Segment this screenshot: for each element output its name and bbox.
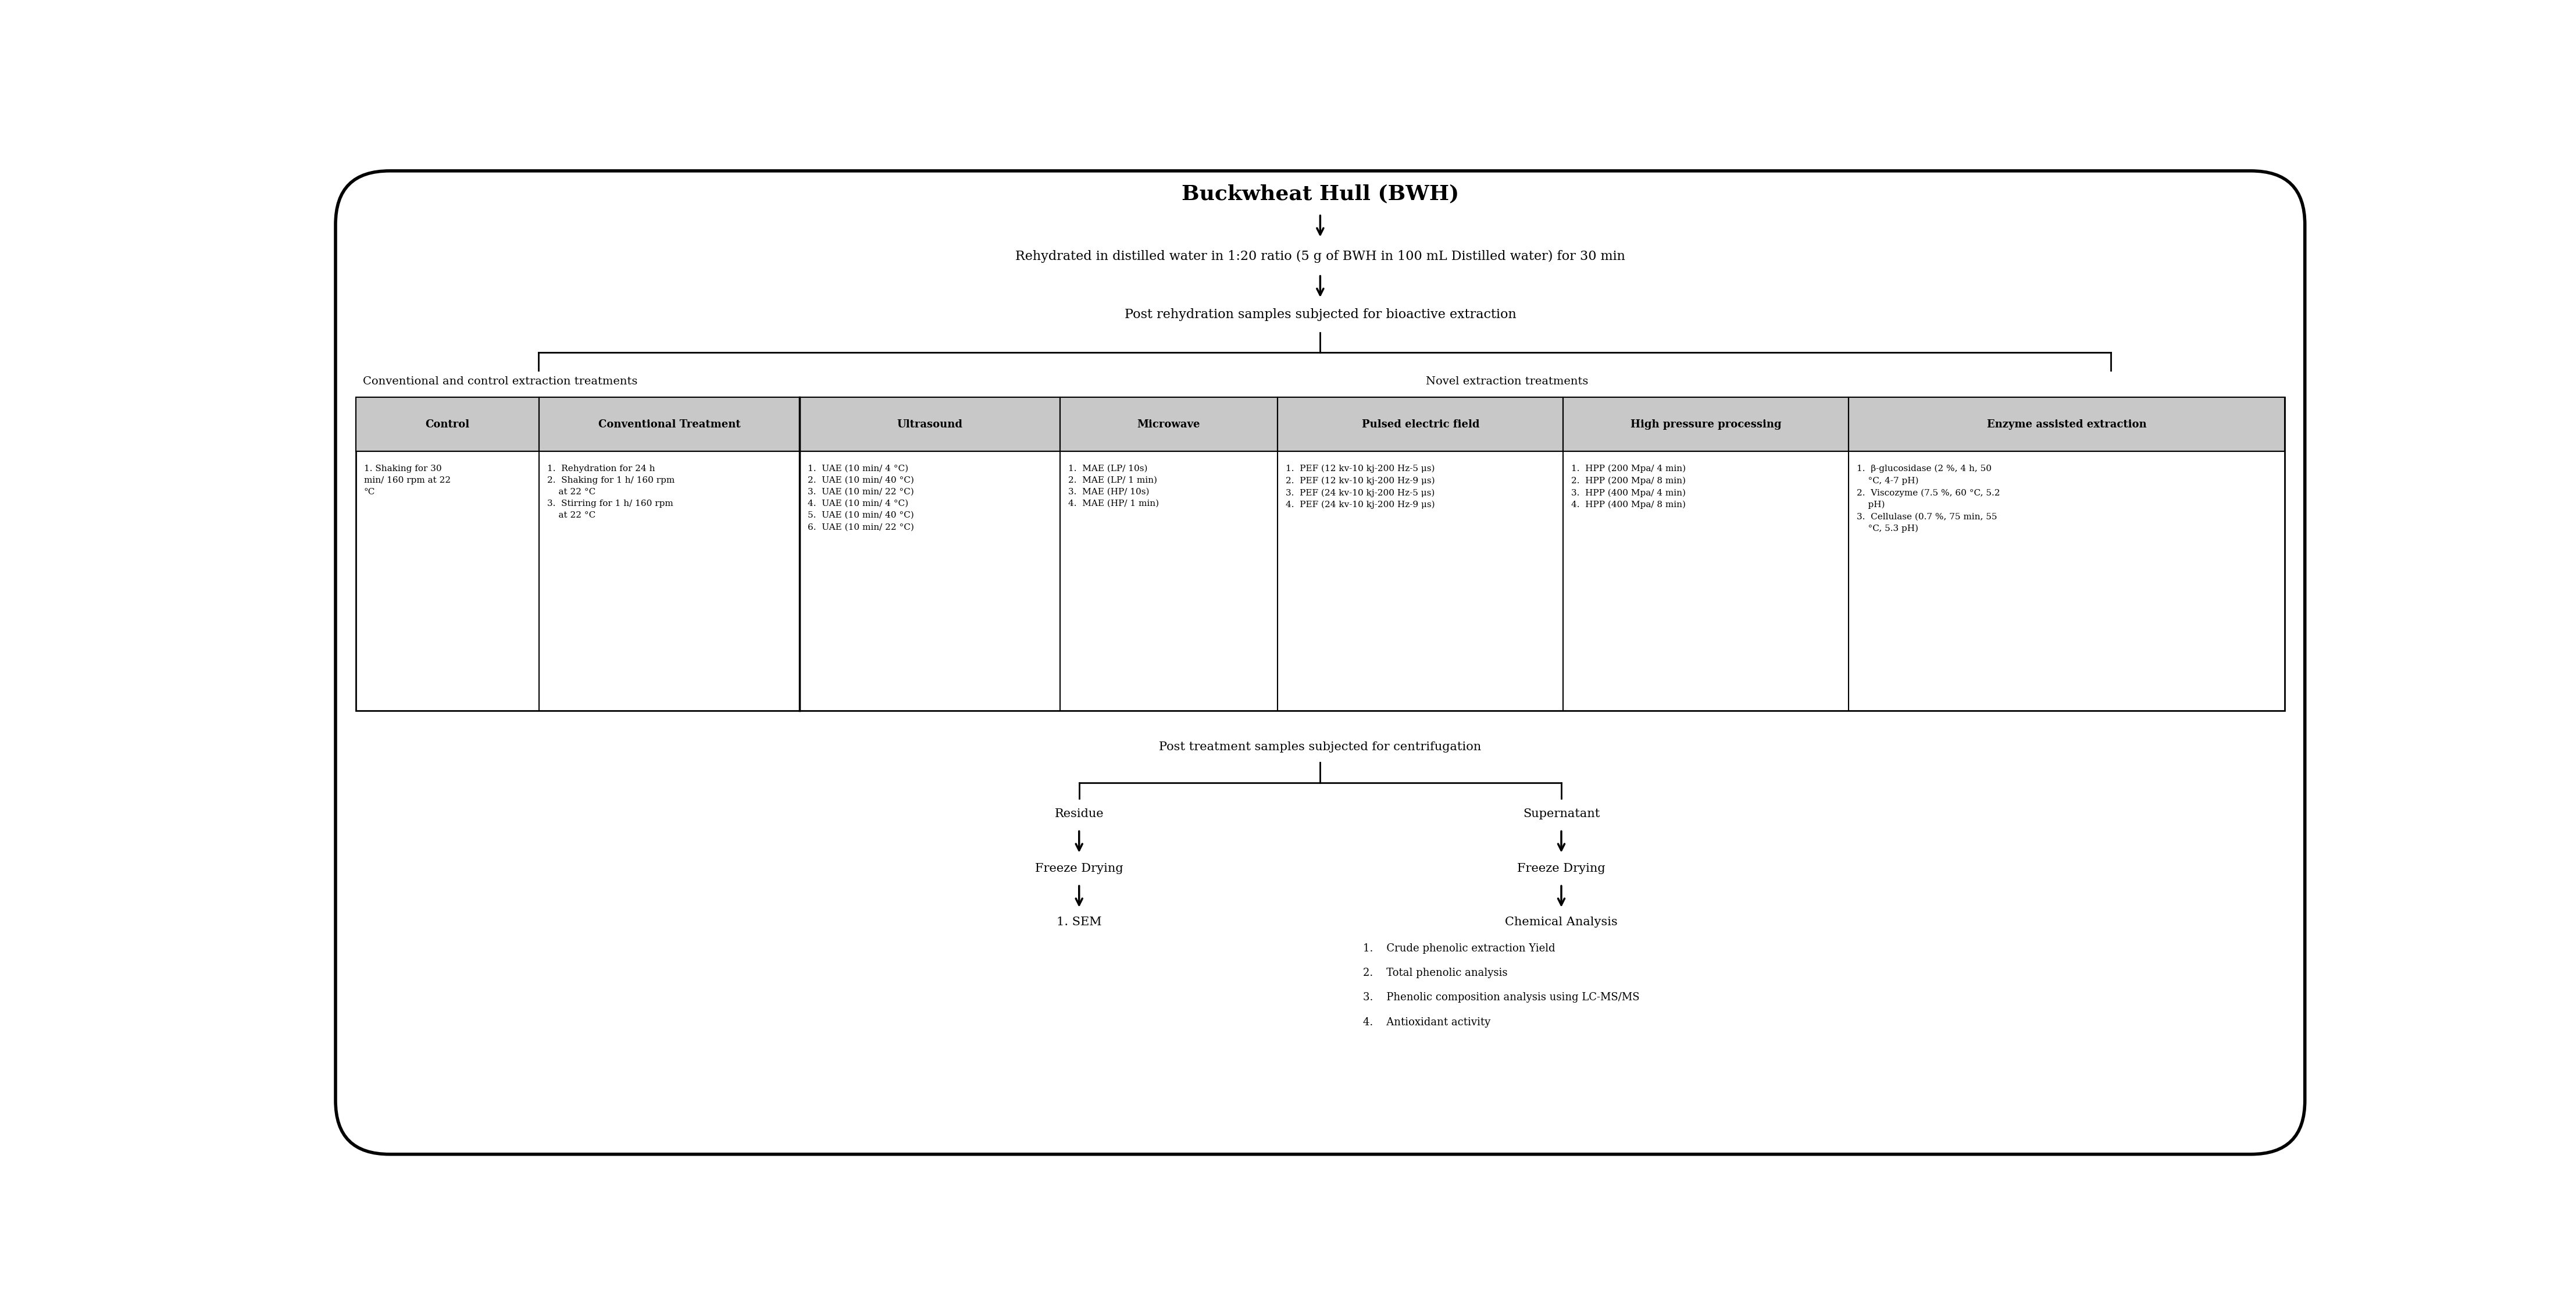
FancyBboxPatch shape	[335, 171, 2306, 1155]
Text: Conventional and control extraction treatments: Conventional and control extraction trea…	[363, 377, 636, 387]
Bar	[355, 398, 538, 451]
Text: 1.    Crude phenolic extraction Yield: 1. Crude phenolic extraction Yield	[1363, 943, 1556, 954]
Text: 3.    Phenolic composition analysis using LC-MS/MS: 3. Phenolic composition analysis using L…	[1363, 992, 1638, 1002]
Text: Control: Control	[425, 419, 469, 429]
Text: 1. SEM: 1. SEM	[1056, 917, 1103, 928]
Text: Conventional Treatment: Conventional Treatment	[598, 419, 739, 429]
Text: Enzyme assisted extraction: Enzyme assisted extraction	[1986, 419, 2146, 429]
Text: Post treatment samples subjected for centrifugation: Post treatment samples subjected for cen…	[1159, 741, 1481, 752]
Text: Microwave: Microwave	[1136, 419, 1200, 429]
Text: 1.  HPP (200 Mpa/ 4 min)
2.  HPP (200 Mpa/ 8 min)
3.  HPP (400 Mpa/ 4 min)
4.  H: 1. HPP (200 Mpa/ 4 min) 2. HPP (200 Mpa/…	[1571, 464, 1685, 509]
Text: 4.    Antioxidant activity: 4. Antioxidant activity	[1363, 1017, 1492, 1027]
Text: 1.  β-glucosidase (2 %, 4 h, 50
    °C, 4-7 pH)
2.  Viscozyme (7.5 %, 60 °C, 5.2: 1. β-glucosidase (2 %, 4 h, 50 °C, 4-7 p…	[1857, 464, 1999, 533]
Text: 1.  UAE (10 min/ 4 °C)
2.  UAE (10 min/ 40 °C)
3.  UAE (10 min/ 22 °C)
4.  UAE (: 1. UAE (10 min/ 4 °C) 2. UAE (10 min/ 40…	[806, 464, 914, 531]
Bar	[1564, 398, 1850, 451]
Text: Post rehydration samples subjected for bioactive extraction: Post rehydration samples subjected for b…	[1123, 308, 1517, 321]
Bar	[799, 398, 1059, 451]
Bar	[538, 398, 799, 451]
Text: 1.  PEF (12 kv-10 kj-200 Hz-5 μs)
2.  PEF (12 kv-10 kj-200 Hz-9 μs)
3.  PEF (24 : 1. PEF (12 kv-10 kj-200 Hz-5 μs) 2. PEF …	[1285, 464, 1435, 509]
Bar	[355, 398, 2285, 711]
Text: Freeze Drying: Freeze Drying	[1517, 863, 1605, 874]
Bar	[1059, 398, 1278, 451]
Text: Pulsed electric field: Pulsed electric field	[1363, 419, 1479, 429]
Bar	[1278, 398, 1564, 451]
Text: Freeze Drying: Freeze Drying	[1036, 863, 1123, 874]
Text: 1.  Rehydration for 24 h
2.  Shaking for 1 h/ 160 rpm
    at 22 °C
3.  Stirring : 1. Rehydration for 24 h 2. Shaking for 1…	[546, 464, 675, 520]
Bar	[1850, 398, 2285, 451]
Text: Buckwheat Hull (BWH): Buckwheat Hull (BWH)	[1182, 184, 1458, 203]
Text: 1. Shaking for 30
min/ 160 rpm at 22
°C: 1. Shaking for 30 min/ 160 rpm at 22 °C	[363, 464, 451, 496]
Text: Novel extraction treatments: Novel extraction treatments	[1427, 377, 1589, 387]
Text: High pressure processing: High pressure processing	[1631, 419, 1783, 429]
Text: Chemical Analysis: Chemical Analysis	[1504, 917, 1618, 928]
Text: Supernatant: Supernatant	[1522, 808, 1600, 820]
Text: 1.  MAE (LP/ 10s)
2.  MAE (LP/ 1 min)
3.  MAE (HP/ 10s)
4.  MAE (HP/ 1 min): 1. MAE (LP/ 10s) 2. MAE (LP/ 1 min) 3. M…	[1069, 464, 1159, 508]
Text: Rehydrated in distilled water in 1:20 ratio (5 g of BWH in 100 mL Distilled wate: Rehydrated in distilled water in 1:20 ra…	[1015, 251, 1625, 262]
Text: Ultrasound: Ultrasound	[896, 419, 963, 429]
Text: Residue: Residue	[1054, 808, 1103, 820]
Text: 2.    Total phenolic analysis: 2. Total phenolic analysis	[1363, 968, 1507, 979]
